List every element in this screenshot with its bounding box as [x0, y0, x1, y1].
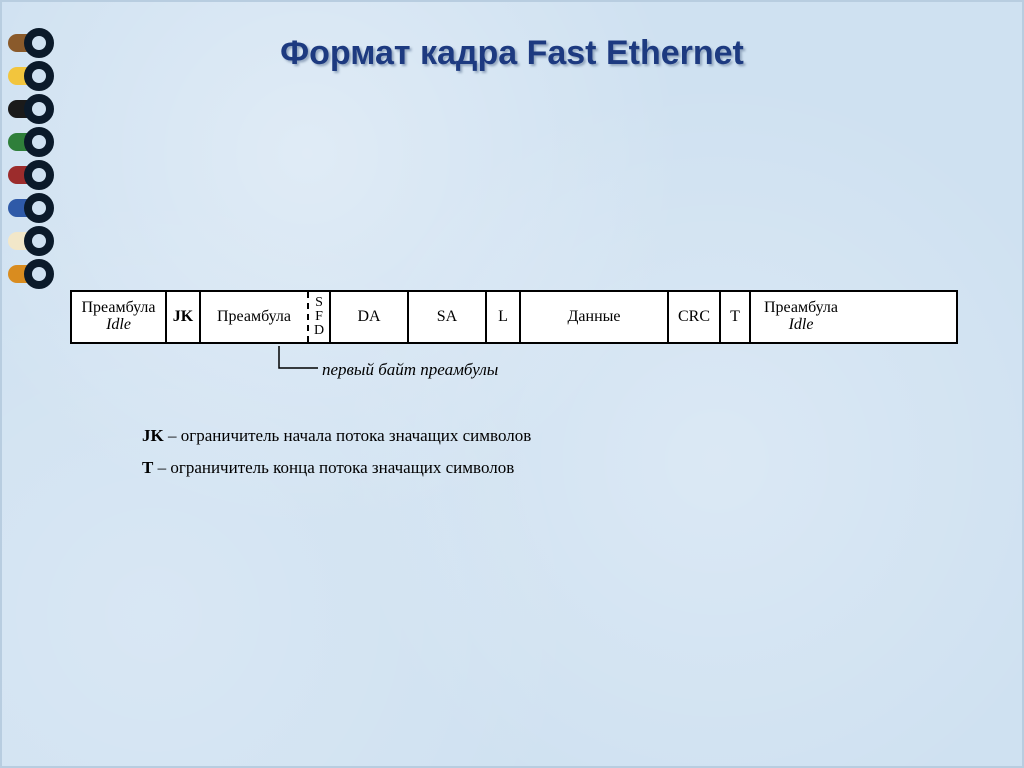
frame-cell: SFD [309, 292, 331, 342]
frame-cell: Преамбула [201, 292, 309, 342]
spiral-coil [8, 193, 62, 226]
legend-text: – ограничитель конца потока значащих сим… [153, 458, 514, 477]
spiral-coil [8, 94, 62, 127]
legend: JK – ограничитель начала потока значащих… [142, 420, 531, 485]
callout-connector [278, 346, 320, 376]
frame-cell: T [721, 292, 751, 342]
spiral-coil [8, 160, 62, 193]
frame-cell: ПреамбулаIdle [72, 292, 167, 342]
legend-text: – ограничитель начала потока значащих си… [164, 426, 532, 445]
frame-cell: ПреамбулаIdle [751, 292, 851, 342]
spiral-coil [8, 226, 62, 259]
callout-label: первый байт преамбулы [322, 360, 498, 380]
spiral-coil [8, 259, 62, 292]
legend-row-t: T – ограничитель конца потока значащих с… [142, 452, 531, 484]
spiral-coil [8, 127, 62, 160]
frame-row: ПреамбулаIdleJKПреамбулаSFDDASALДанныеCR… [70, 290, 958, 344]
legend-row-jk: JK – ограничитель начала потока значащих… [142, 420, 531, 452]
frame-cell: JK [167, 292, 201, 342]
frame-cell: L [487, 292, 521, 342]
slide-background: Формат кадра Fast Ethernet ПреамбулаIdle… [0, 0, 1024, 768]
frame-cell: SA [409, 292, 487, 342]
frame-cell: Данные [521, 292, 669, 342]
frame-diagram: ПреамбулаIdleJKПреамбулаSFDDASALДанныеCR… [70, 290, 958, 344]
slide-title: Формат кадра Fast Ethernet [0, 34, 1024, 73]
frame-cell: DA [331, 292, 409, 342]
legend-symbol: JK [142, 426, 164, 445]
legend-symbol: T [142, 458, 153, 477]
frame-cell: CRC [669, 292, 721, 342]
